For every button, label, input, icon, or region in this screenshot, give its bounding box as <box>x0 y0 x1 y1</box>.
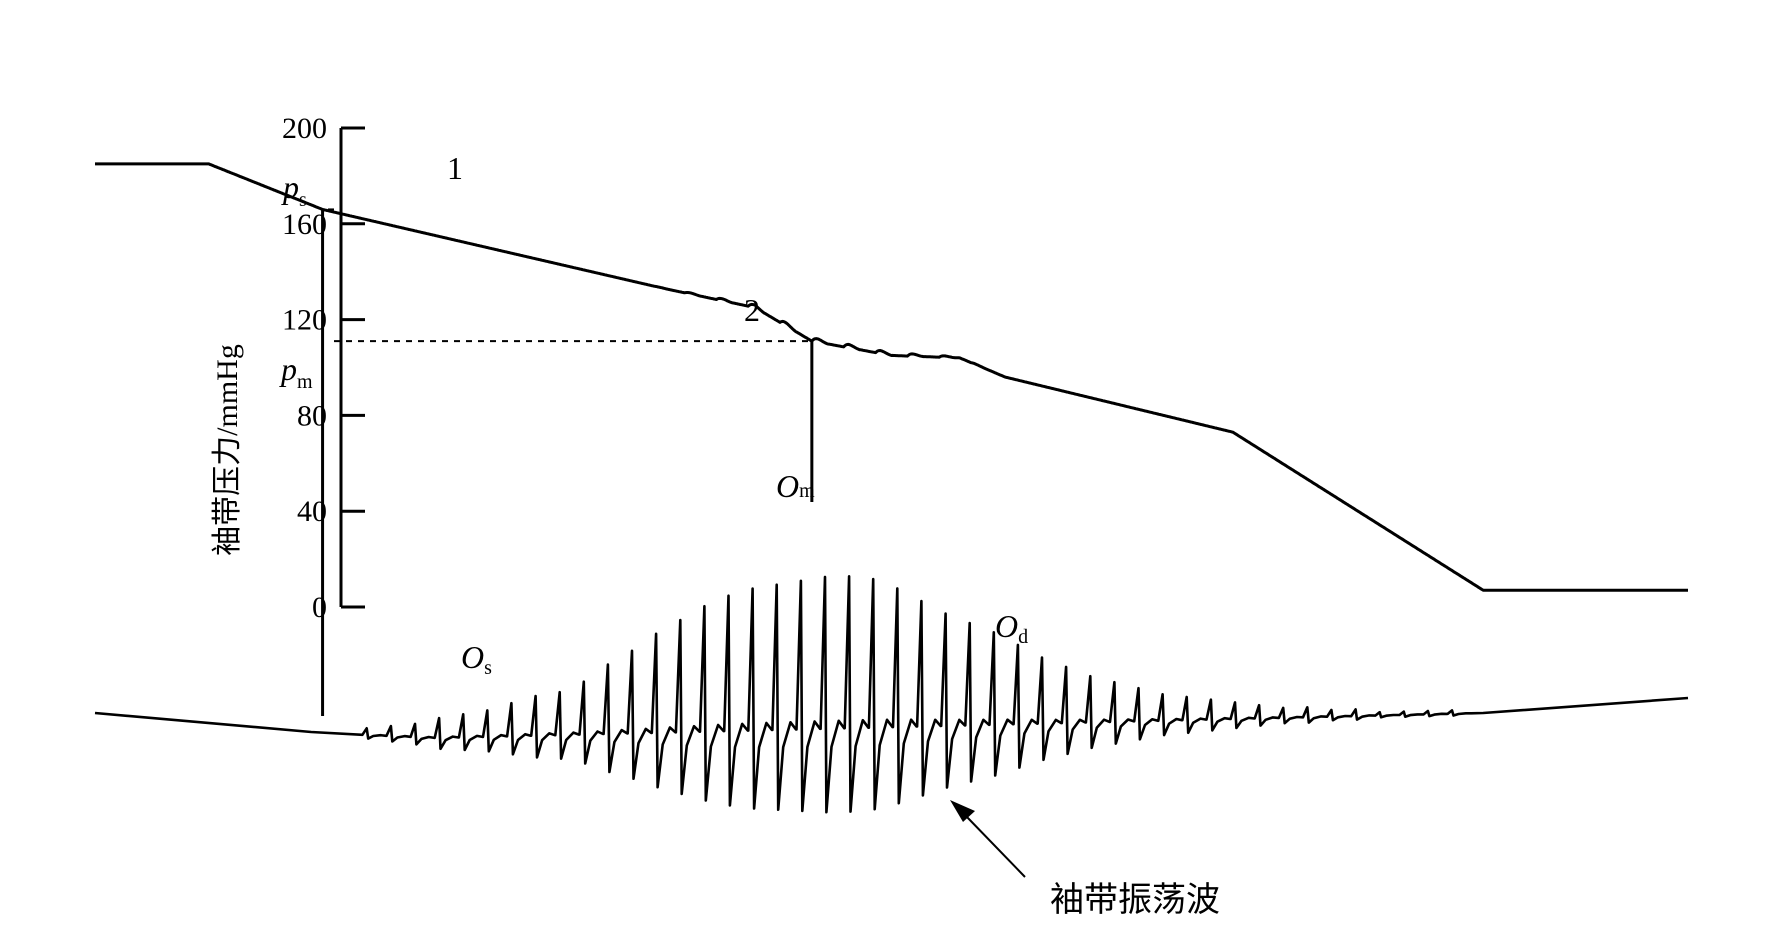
om-label-symbol: O <box>776 468 799 504</box>
y-tick-label-0: 200 <box>282 112 327 145</box>
y-tick-label-5: 0 <box>312 591 327 624</box>
pm-label-sub: m <box>297 371 313 393</box>
cuff-oscillation-curve <box>94 575 1689 814</box>
pm-label-symbol: p <box>279 351 297 387</box>
callout-arrow <box>950 800 1026 878</box>
om-label-sub: m <box>799 480 815 502</box>
pressure-marker-lines <box>321 208 814 716</box>
ps-label: ps <box>281 169 307 211</box>
cuff-pressure-curve <box>94 162 1689 592</box>
ps-label-symbol: p <box>281 169 299 205</box>
ps-label-sub: s <box>299 189 307 211</box>
y-tick-label-1: 160 <box>282 208 327 241</box>
y-axis-title: 袖带压力/mmHg <box>211 344 244 556</box>
y-tick-label-2: 120 <box>282 304 327 337</box>
od-label-sub: d <box>1018 626 1028 648</box>
callout-label: 袖带振荡波 <box>1050 881 1220 919</box>
pm-label: pm <box>279 351 313 393</box>
od-label-symbol: O <box>995 608 1018 644</box>
os-label: Os <box>461 639 492 679</box>
od-label: Od <box>995 608 1028 648</box>
om-label: Om <box>776 468 815 504</box>
os-label-symbol: O <box>461 639 484 675</box>
os-label-sub: s <box>484 657 492 679</box>
point-label-2: 2 <box>744 292 760 328</box>
point-label-1: 1 <box>447 150 463 186</box>
